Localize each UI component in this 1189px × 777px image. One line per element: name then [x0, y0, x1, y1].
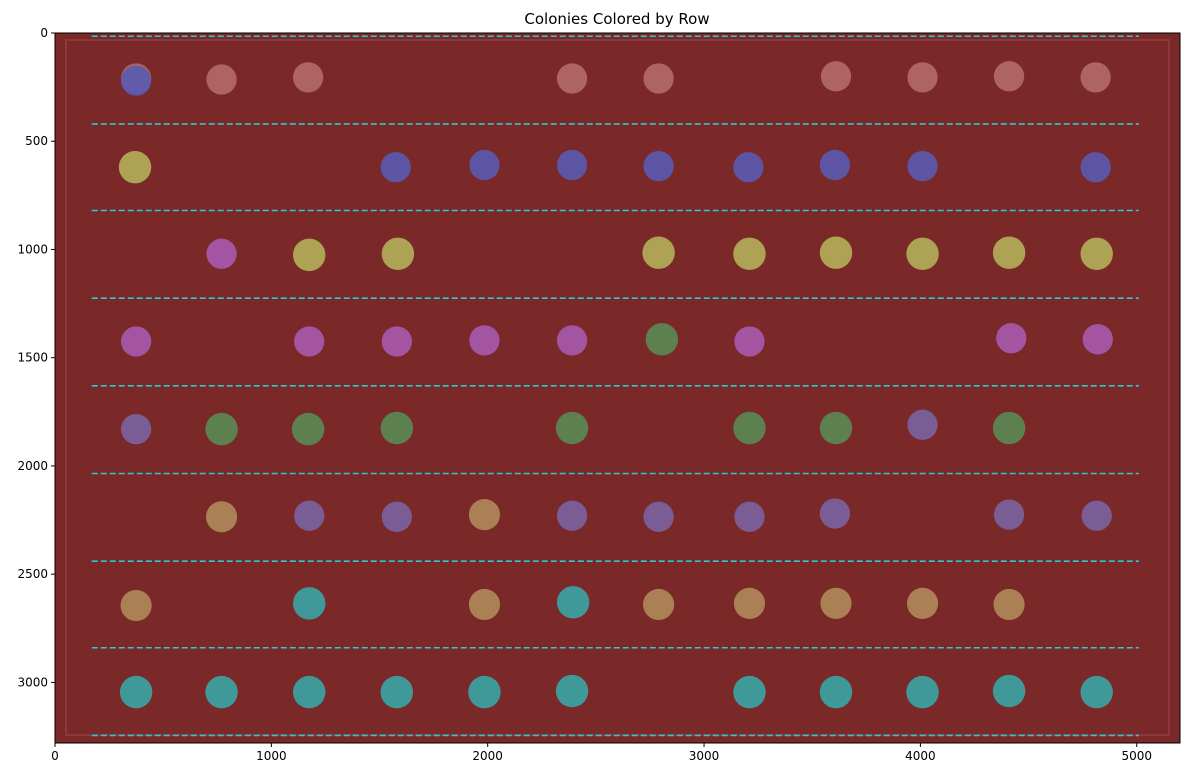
colony-row-6	[1081, 500, 1112, 531]
colony-row-8	[819, 675, 853, 709]
x-tick-label: 4000	[905, 749, 936, 763]
colony-row-7	[206, 501, 238, 533]
colony-row-1	[993, 61, 1025, 92]
colony-row-6	[993, 499, 1025, 530]
y-tick-label: 500	[25, 134, 48, 148]
colony-row-4	[206, 238, 237, 269]
colony-row-8	[119, 675, 153, 709]
axes-frame	[54, 32, 1181, 744]
colony-row-7	[820, 587, 852, 619]
colony-row-7	[906, 587, 939, 619]
colony-row-7	[468, 499, 501, 531]
colony-row-3	[381, 237, 415, 271]
y-axis: 0 500 1000 1500 2000 2500 3000	[17, 26, 55, 689]
colony-row-4	[734, 326, 765, 357]
colony-row-8	[380, 675, 414, 709]
colony-row-6	[819, 498, 851, 529]
x-tick-label: 1000	[256, 749, 287, 763]
colony-row-7	[643, 588, 675, 621]
colony-row-2	[733, 152, 764, 183]
colony-row-2	[819, 149, 851, 181]
colony-row-1	[1080, 62, 1111, 93]
chart-title: Colonies Colored by Row	[524, 10, 709, 28]
plot-area	[55, 33, 1180, 743]
colony-row-2	[469, 149, 500, 181]
colony-row-5	[819, 411, 853, 445]
colony-row-1	[556, 63, 588, 94]
colony-row-8	[555, 674, 589, 708]
colony-row-5	[205, 412, 238, 446]
colony-row-8	[992, 674, 1026, 708]
colony-row-4	[469, 325, 500, 356]
colony-row-8	[468, 675, 501, 709]
x-tick-label: 2000	[472, 749, 503, 763]
colony-row-5	[380, 411, 414, 445]
colony-row-2	[1080, 152, 1111, 183]
colony-row-3	[118, 150, 152, 184]
y-tick-label: 1000	[17, 242, 48, 256]
colony-row-8	[556, 586, 590, 619]
colony-row-8	[205, 675, 238, 709]
colony-row-1	[292, 62, 324, 93]
colony-row-4	[120, 326, 152, 357]
colony-row-2	[120, 65, 152, 96]
colony-row-3	[819, 236, 853, 269]
colony-row-2	[556, 149, 588, 181]
x-tick-label: 0	[51, 749, 59, 763]
y-tick-label: 0	[40, 26, 48, 40]
colony-row-2	[380, 152, 411, 183]
colony-row-6	[907, 409, 938, 440]
colony-row-7	[993, 588, 1025, 621]
y-tick-label: 1500	[17, 351, 48, 365]
colony-row-6	[294, 500, 325, 531]
colony-row-8	[292, 675, 326, 709]
colony-row-1	[643, 63, 674, 94]
colony-row-4	[996, 323, 1027, 354]
row-boundaries	[91, 35, 1139, 737]
colony-row-8	[733, 675, 766, 709]
colony-row-8	[906, 675, 939, 709]
colony-row-7	[120, 589, 152, 622]
colonies	[118, 61, 1113, 709]
colony-row-5	[555, 411, 589, 445]
colony-row-1	[820, 61, 852, 92]
colony-row-6	[556, 500, 588, 531]
plate-background	[55, 33, 1180, 743]
colony-row-7	[733, 587, 766, 619]
colony-row-3	[292, 238, 326, 272]
x-tick-label: 5000	[1121, 749, 1152, 763]
colony-row-2	[907, 150, 938, 182]
y-tick-label: 2000	[17, 459, 48, 473]
colony-row-5	[645, 323, 679, 356]
y-tick-label: 2500	[17, 567, 48, 581]
colony-row-5	[733, 411, 766, 445]
colony-row-1	[206, 64, 237, 95]
colony-row-5	[992, 411, 1026, 445]
colony-row-3	[733, 237, 766, 271]
x-tick-label: 3000	[689, 749, 720, 763]
colony-row-4	[294, 326, 325, 357]
colony-row-5	[291, 412, 325, 446]
colony-row-3	[1080, 237, 1113, 271]
colony-row-4	[1082, 324, 1113, 355]
colony-row-1	[907, 62, 938, 93]
colony-row-3	[642, 236, 675, 269]
colony-row-3	[992, 236, 1026, 269]
colony-row-6	[643, 501, 674, 532]
colony-row-8	[292, 587, 326, 620]
colony-row-2	[643, 150, 674, 182]
colony-row-4	[556, 325, 588, 356]
colony-row-6	[120, 413, 152, 445]
colony-row-4	[381, 326, 412, 357]
x-axis: 0 1000 2000 3000 4000 5000	[51, 743, 1152, 763]
colony-row-8	[1080, 675, 1113, 709]
colony-row-3	[906, 237, 939, 271]
y-tick-label: 3000	[17, 675, 48, 689]
colony-row-6	[734, 501, 765, 532]
colony-row-6	[381, 501, 412, 532]
colony-row-7	[468, 588, 501, 621]
